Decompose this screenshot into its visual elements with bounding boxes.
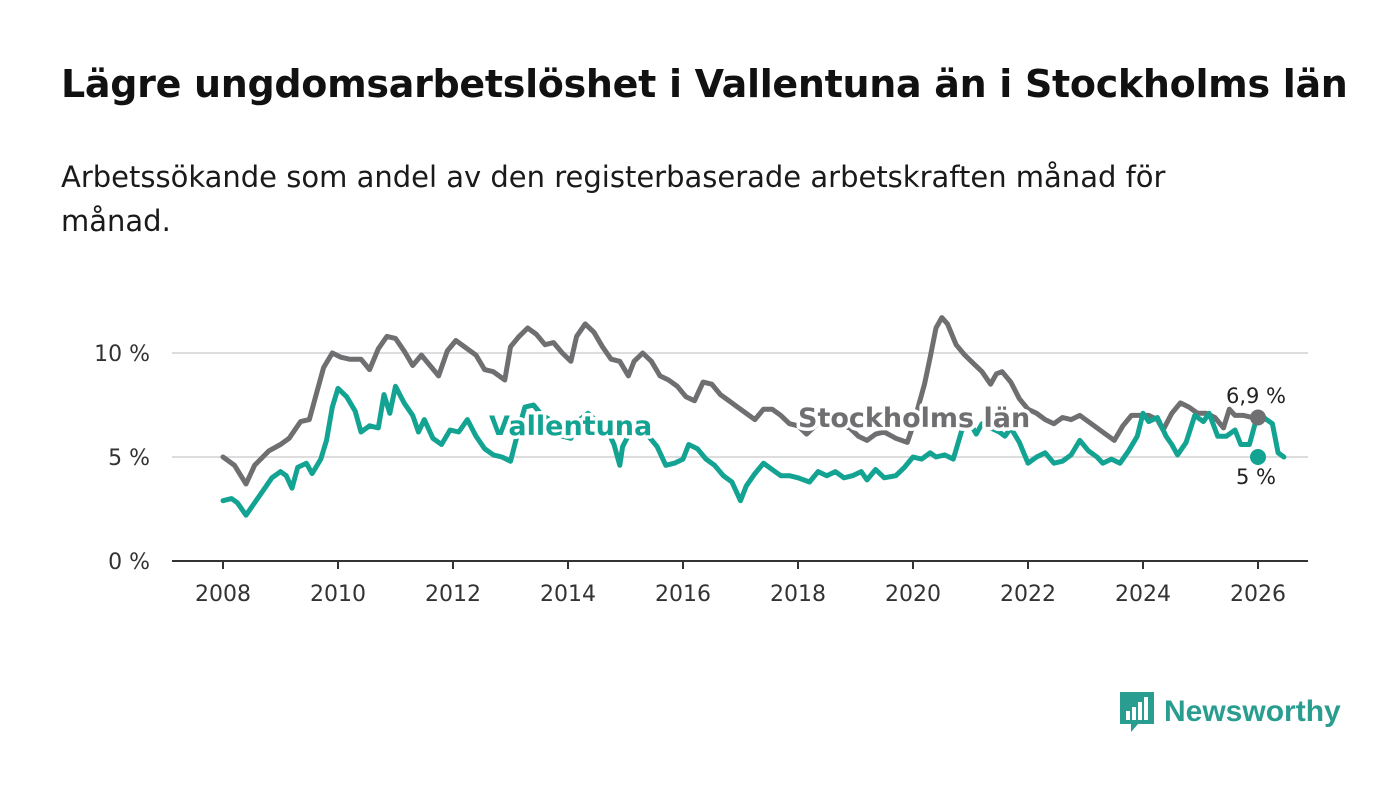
newsworthy-logo: Newsworthy bbox=[1118, 690, 1341, 734]
chart-subtitle: Arbetssökande som andel av den registerb… bbox=[61, 160, 1166, 238]
gridlines bbox=[172, 352, 1308, 458]
series-line-stockholm bbox=[220, 315, 1261, 487]
x-tick-label: 2016 bbox=[655, 582, 711, 607]
x-tick-label: 2026 bbox=[1230, 582, 1286, 607]
end-label-vallentuna: 5 % bbox=[1236, 465, 1276, 489]
y-tick-label: 5 % bbox=[108, 446, 150, 471]
axes: 0 % 5 % 10 % 2008 2010 2012 2014 2016 2018 2020 20… bbox=[94, 342, 1308, 607]
x-tick-label: 2020 bbox=[885, 582, 941, 607]
end-label-stockholm: 6,9 % bbox=[1226, 384, 1286, 408]
y-tick-label: 10 % bbox=[94, 342, 150, 367]
end-marker-vallentuna bbox=[1250, 449, 1266, 465]
series-label-vallentuna-halo: Vallentuna bbox=[489, 411, 652, 442]
series-label-stockholm: Stockholms län bbox=[798, 403, 1030, 434]
end-marker-stockholm bbox=[1250, 409, 1266, 426]
brand-name: Newsworthy bbox=[1164, 695, 1341, 728]
y-tick-label: 0 % bbox=[108, 550, 150, 575]
x-tick-label: 2024 bbox=[1115, 582, 1171, 607]
series-line-vallentuna bbox=[220, 383, 1287, 518]
x-tick-label: 2018 bbox=[770, 582, 826, 607]
series-label-vallentuna: Vallentuna bbox=[489, 411, 652, 442]
x-tick-label: 2014 bbox=[540, 582, 596, 607]
chart-title: Lägre ungdomsarbetslöshet i Vallentuna ä… bbox=[61, 62, 1348, 106]
series-label-stockholm-halo: Stockholms län bbox=[798, 403, 1030, 434]
newsworthy-icon bbox=[1120, 692, 1154, 732]
x-tick-label: 2010 bbox=[310, 582, 366, 607]
x-tick-label: 2008 bbox=[195, 582, 251, 607]
x-tick-label: 2012 bbox=[425, 582, 481, 607]
x-tick-label: 2022 bbox=[1000, 582, 1056, 607]
series-lines bbox=[220, 315, 1287, 518]
